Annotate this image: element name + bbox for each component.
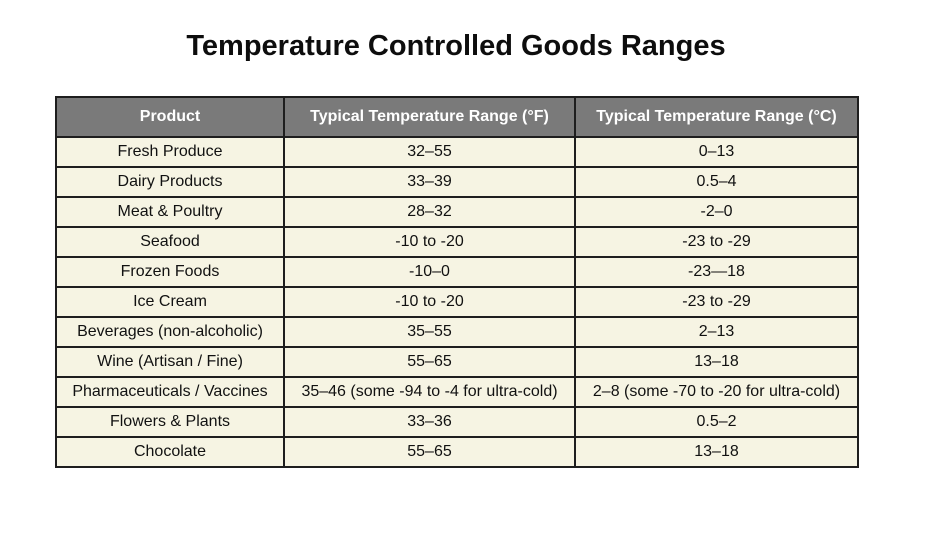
header-row: Product Typical Temperature Range (°F) T… xyxy=(55,96,859,138)
table-row: Pharmaceuticals / Vaccines 35–46 (some -9… xyxy=(55,376,859,408)
table-row: Beverages (non-alcoholic) 35–55 2–13 xyxy=(55,316,859,348)
fahrenheit-cell: 33–36 xyxy=(283,406,576,438)
table-row: Fresh Produce 32–55 0–13 xyxy=(55,136,859,168)
table-row: Ice Cream -10 to -20 -23 to -29 xyxy=(55,286,859,318)
celsius-cell: 0–13 xyxy=(574,136,859,168)
product-cell: Dairy Products xyxy=(55,166,285,198)
celsius-cell: 13–18 xyxy=(574,346,859,378)
table-row: Wine (Artisan / Fine) 55–65 13–18 xyxy=(55,346,859,378)
column-header-celsius: Typical Temperature Range (°C) xyxy=(574,96,859,138)
fahrenheit-cell: 32–55 xyxy=(283,136,576,168)
fahrenheit-cell: 55–65 xyxy=(283,346,576,378)
celsius-cell: -23 to -29 xyxy=(574,226,859,258)
product-cell: Seafood xyxy=(55,226,285,258)
celsius-cell: 2–13 xyxy=(574,316,859,348)
table-body: Fresh Produce 32–55 0–13 Dairy Products 33–3… xyxy=(55,136,859,468)
product-cell: Fresh Produce xyxy=(55,136,285,168)
fahrenheit-cell: 35–46 (some -94 to -4 for ultra-cold) xyxy=(283,376,576,408)
column-header-fahrenheit: Typical Temperature Range (°F) xyxy=(283,96,576,138)
fahrenheit-cell: 33–39 xyxy=(283,166,576,198)
table-row: Flowers & Plants 33–36 0.5–2 xyxy=(55,406,859,438)
table-row: Meat & Poultry 28–32 -2–0 xyxy=(55,196,859,228)
product-cell: Pharmaceuticals / Vaccines xyxy=(55,376,285,408)
celsius-cell: -23 to -29 xyxy=(574,286,859,318)
product-cell: Flowers & Plants xyxy=(55,406,285,438)
table-row: Seafood -10 to -20 -23 to -29 xyxy=(55,226,859,258)
product-cell: Chocolate xyxy=(55,436,285,468)
celsius-cell: -2–0 xyxy=(574,196,859,228)
celsius-cell: -23—18 xyxy=(574,256,859,288)
fahrenheit-cell: 28–32 xyxy=(283,196,576,228)
fahrenheit-cell: 55–65 xyxy=(283,436,576,468)
celsius-cell: 13–18 xyxy=(574,436,859,468)
celsius-cell: 2–8 (some -70 to -20 for ultra-cold) xyxy=(574,376,859,408)
product-cell: Frozen Foods xyxy=(55,256,285,288)
page-title: Temperature Controlled Goods Ranges xyxy=(186,30,726,62)
fahrenheit-cell: -10–0 xyxy=(283,256,576,288)
fahrenheit-cell: -10 to -20 xyxy=(283,286,576,318)
fahrenheit-cell: -10 to -20 xyxy=(283,226,576,258)
product-cell: Wine (Artisan / Fine) xyxy=(55,346,285,378)
celsius-cell: 0.5–4 xyxy=(574,166,859,198)
goods-table: Product Typical Temperature Range (°F) T… xyxy=(55,96,859,468)
product-cell: Meat & Poultry xyxy=(55,196,285,228)
product-cell: Ice Cream xyxy=(55,286,285,318)
fahrenheit-cell: 35–55 xyxy=(283,316,576,348)
table-row: Chocolate 55–65 13–18 xyxy=(55,436,859,468)
column-header-product: Product xyxy=(55,96,285,138)
table-row: Dairy Products 33–39 0.5–4 xyxy=(55,166,859,198)
table-row: Frozen Foods -10–0 -23—18 xyxy=(55,256,859,288)
celsius-cell: 0.5–2 xyxy=(574,406,859,438)
product-cell: Beverages (non-alcoholic) xyxy=(55,316,285,348)
